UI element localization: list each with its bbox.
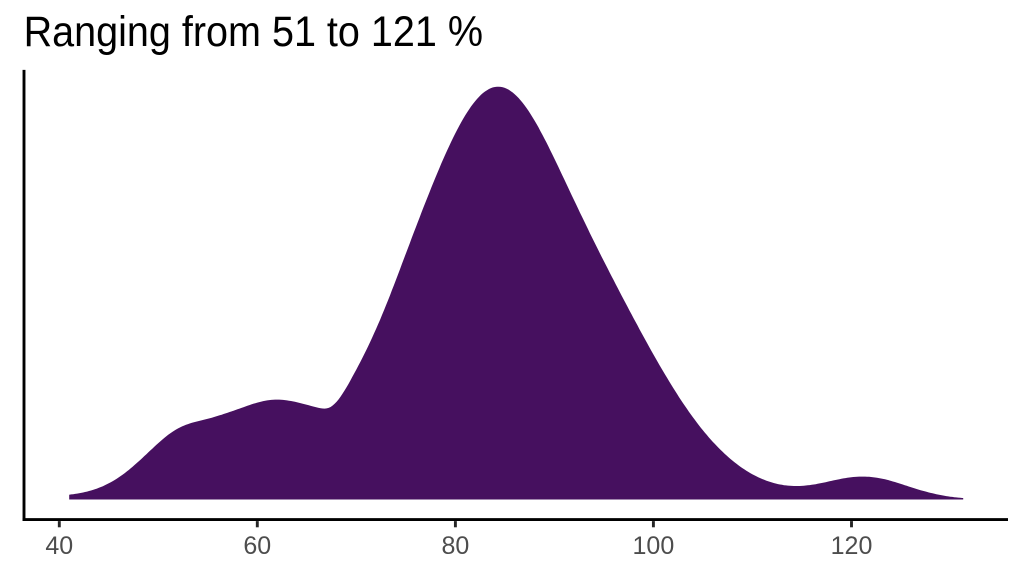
svg-text:100: 100 <box>633 532 675 560</box>
svg-text:120: 120 <box>831 532 873 560</box>
svg-text:80: 80 <box>441 532 469 560</box>
svg-text:60: 60 <box>243 532 271 560</box>
svg-text:Ranging from 51 to 121 %: Ranging from 51 to 121 % <box>24 7 483 55</box>
svg-text:40: 40 <box>45 532 73 560</box>
